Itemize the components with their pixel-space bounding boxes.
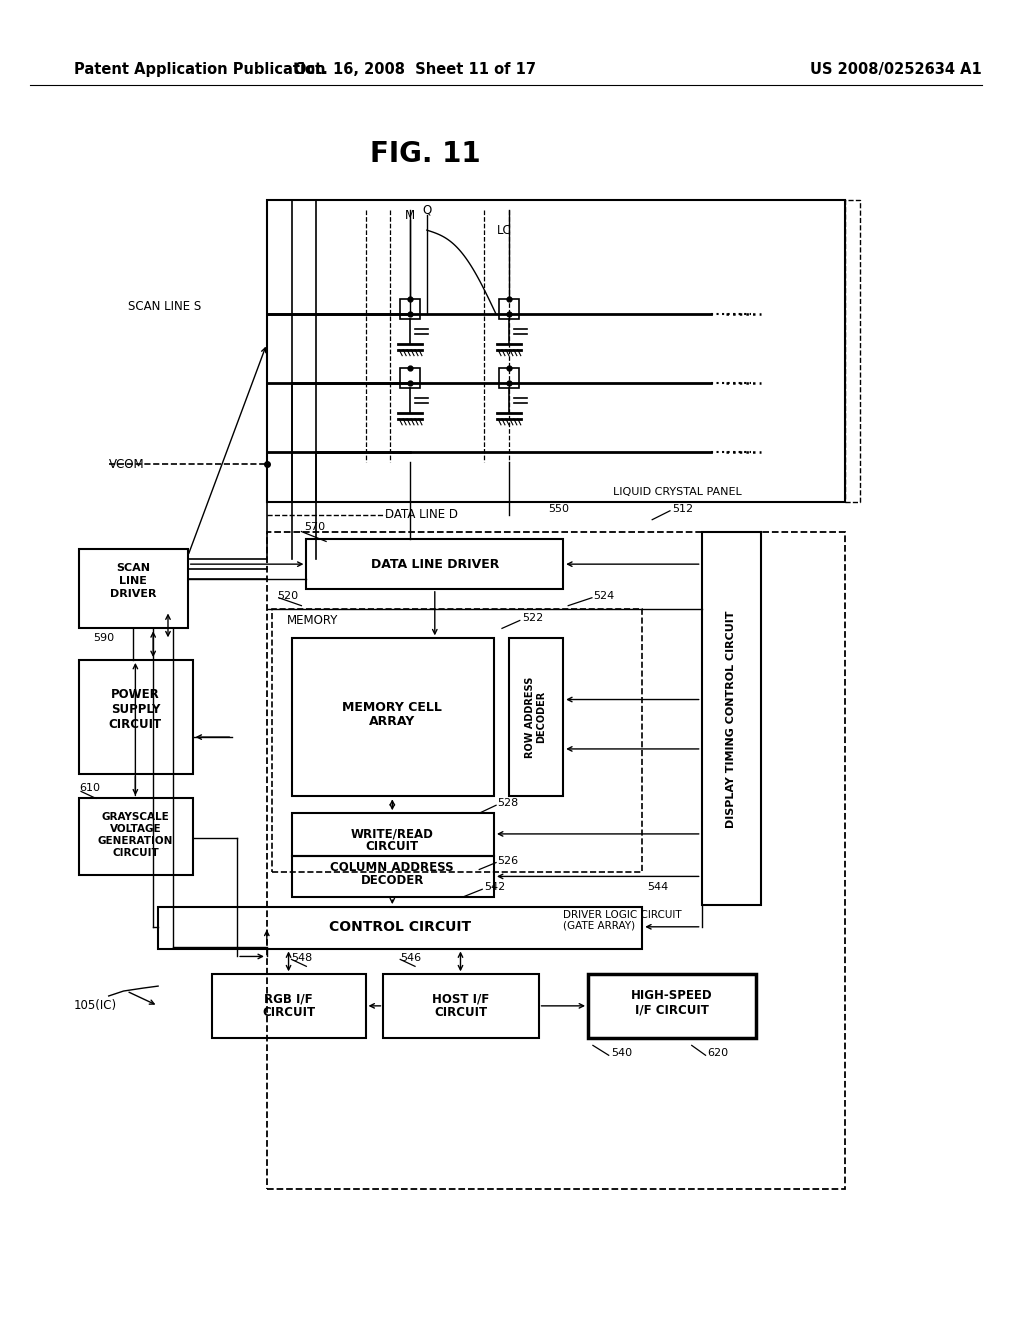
Text: RGB I/F: RGB I/F — [264, 993, 313, 1006]
Text: 570: 570 — [304, 521, 326, 532]
Text: HOST I/F: HOST I/F — [432, 993, 489, 1006]
Text: 105(IC): 105(IC) — [74, 999, 117, 1012]
Text: GENERATION: GENERATION — [97, 836, 173, 846]
Text: LINE: LINE — [120, 576, 147, 586]
Text: DATA LINE D: DATA LINE D — [385, 508, 459, 521]
Bar — [383, 974, 539, 1039]
Text: 528: 528 — [497, 799, 518, 808]
Bar — [588, 974, 756, 1039]
Bar — [400, 300, 420, 319]
Text: (GATE ARRAY): (GATE ARRAY) — [563, 921, 635, 931]
Text: CIRCUIT: CIRCUIT — [109, 718, 162, 731]
Text: 526: 526 — [497, 855, 518, 866]
Text: 512: 512 — [672, 504, 693, 513]
Bar — [509, 639, 563, 796]
Text: DECODER: DECODER — [360, 874, 424, 887]
Text: 540: 540 — [610, 1048, 632, 1059]
Text: 544: 544 — [647, 882, 669, 892]
Text: MEMORY CELL: MEMORY CELL — [342, 701, 442, 714]
Text: Oct. 16, 2008  Sheet 11 of 17: Oct. 16, 2008 Sheet 11 of 17 — [294, 62, 536, 77]
Text: M: M — [406, 209, 415, 222]
Bar — [267, 201, 845, 502]
Bar — [212, 974, 366, 1039]
Bar — [79, 660, 193, 774]
Text: I/F CIRCUIT: I/F CIRCUIT — [635, 1003, 709, 1016]
Text: 548: 548 — [292, 953, 312, 964]
Text: Patent Application Publication: Patent Application Publication — [74, 62, 326, 77]
Text: HIGH-SPEED: HIGH-SPEED — [631, 990, 713, 1002]
Text: VOLTAGE: VOLTAGE — [110, 824, 161, 834]
Text: GRAYSCALE: GRAYSCALE — [101, 812, 169, 822]
Bar — [292, 855, 495, 898]
Text: LIQUID CRYSTAL PANEL: LIQUID CRYSTAL PANEL — [612, 487, 741, 498]
Text: COLUMN ADDRESS: COLUMN ADDRESS — [331, 861, 454, 874]
Text: POWER: POWER — [111, 688, 160, 701]
Bar — [292, 639, 495, 796]
Text: CIRCUIT: CIRCUIT — [262, 1006, 315, 1019]
Text: 620: 620 — [708, 1048, 729, 1059]
Text: 520: 520 — [278, 591, 299, 601]
Text: DISPLAY TIMING CONTROL CIRCUIT: DISPLAY TIMING CONTROL CIRCUIT — [726, 611, 736, 828]
Text: 610: 610 — [79, 784, 100, 793]
Text: US 2008/0252634 A1: US 2008/0252634 A1 — [810, 62, 982, 77]
Text: DATA LINE DRIVER: DATA LINE DRIVER — [371, 557, 499, 570]
Text: 524: 524 — [593, 591, 614, 601]
Bar — [701, 532, 761, 906]
Text: CIRCUIT: CIRCUIT — [434, 1006, 487, 1019]
Text: 546: 546 — [400, 953, 421, 964]
Text: Q: Q — [422, 203, 431, 216]
Text: CONTROL CIRCUIT: CONTROL CIRCUIT — [329, 920, 471, 933]
Text: VCOM: VCOM — [109, 458, 144, 471]
Text: LC: LC — [497, 223, 511, 236]
Bar — [79, 799, 193, 875]
Bar — [79, 549, 187, 628]
Bar — [499, 368, 519, 388]
Text: WRITE/READ: WRITE/READ — [351, 828, 434, 841]
Text: SCAN LINE S: SCAN LINE S — [128, 300, 202, 313]
Bar — [845, 201, 860, 502]
Text: SCAN: SCAN — [117, 564, 151, 573]
Bar — [267, 532, 845, 1189]
Text: DRIVER LOGIC CIRCUIT: DRIVER LOGIC CIRCUIT — [563, 909, 682, 920]
Text: MEMORY: MEMORY — [287, 614, 338, 627]
Bar — [158, 907, 642, 949]
Text: ARRAY: ARRAY — [370, 714, 416, 727]
Text: DRIVER: DRIVER — [111, 589, 157, 599]
Text: CIRCUIT: CIRCUIT — [112, 847, 159, 858]
Text: FIG. 11: FIG. 11 — [370, 140, 480, 168]
Text: ROW ADDRESS
DECODER: ROW ADDRESS DECODER — [524, 677, 547, 758]
Text: 542: 542 — [484, 882, 506, 892]
Bar — [292, 813, 495, 855]
Text: CIRCUIT: CIRCUIT — [366, 841, 419, 853]
Bar — [400, 368, 420, 388]
Bar — [271, 609, 642, 873]
Text: 550: 550 — [549, 504, 569, 513]
Bar — [499, 300, 519, 319]
Bar — [306, 540, 563, 589]
Text: 590: 590 — [93, 634, 114, 643]
Text: 522: 522 — [522, 614, 543, 623]
Text: SUPPLY: SUPPLY — [111, 704, 160, 715]
